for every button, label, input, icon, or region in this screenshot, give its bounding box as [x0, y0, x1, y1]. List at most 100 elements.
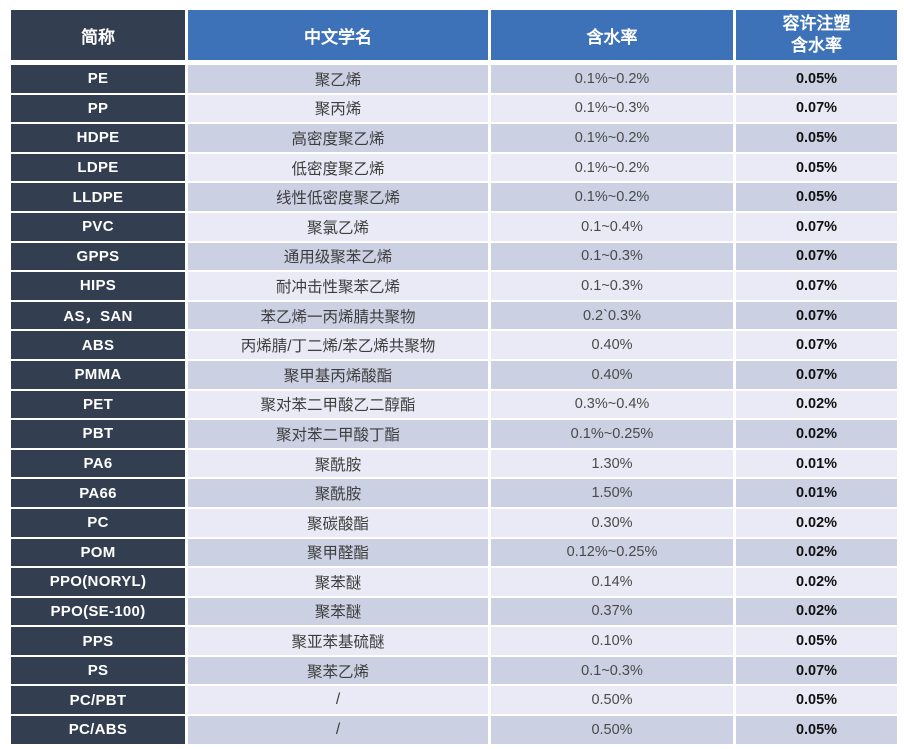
moisture-content-cell: 1.30%: [488, 447, 736, 480]
abbreviation-cell: PBT: [8, 418, 188, 450]
moisture-content-cell: 0.1~0.4%: [488, 210, 736, 243]
table-row: PC/PBT / 0.50% 0.05%: [8, 684, 900, 717]
allowed-injection-moisture-cell: 0.07%: [733, 210, 900, 243]
abbreviation-cell: HIPS: [8, 270, 188, 302]
abbreviation-cell: PS: [8, 654, 188, 687]
allowed-injection-moisture-cell: 0.07%: [733, 329, 900, 361]
chinese-name-cell: 聚甲醛酯: [185, 536, 491, 569]
allowed-injection-moisture-cell: 0.07%: [733, 240, 900, 273]
table-row: HDPE 高密度聚乙烯 0.1%~0.2% 0.05%: [8, 122, 900, 154]
table-row: PET 聚对苯二甲酸乙二醇酯 0.3%~0.4% 0.02%: [8, 388, 900, 421]
moisture-content-cell: 0.1~0.3%: [488, 270, 736, 302]
allowed-injection-moisture-cell: 0.05%: [733, 714, 900, 746]
chinese-name-cell: 丙烯腈/丁二烯/苯乙烯共聚物: [185, 329, 491, 361]
moisture-content-cell: 0.14%: [488, 566, 736, 598]
allowed-injection-moisture-cell: 0.02%: [733, 388, 900, 421]
chinese-name-cell: 线性低密度聚乙烯: [185, 181, 491, 213]
abbreviation-cell: LLDPE: [8, 181, 188, 213]
chinese-name-cell: 聚酰胺: [185, 447, 491, 480]
chinese-name-cell: 高密度聚乙烯: [185, 122, 491, 154]
col-header-abbreviation: 简称: [8, 8, 188, 65]
allowed-injection-moisture-cell: 0.05%: [733, 61, 900, 95]
table-row: PA66 聚酰胺 1.50% 0.01%: [8, 477, 900, 509]
abbreviation-cell: PVC: [8, 210, 188, 243]
table-row: PBT 聚对苯二甲酸丁酯 0.1%~0.25% 0.02%: [8, 418, 900, 450]
chinese-name-cell: 耐冲击性聚苯乙烯: [185, 270, 491, 302]
abbreviation-cell: PPO(SE-100): [8, 595, 188, 628]
allowed-injection-moisture-cell: 0.07%: [733, 358, 900, 391]
allowed-injection-moisture-cell: 0.05%: [733, 181, 900, 213]
moisture-content-cell: 0.40%: [488, 358, 736, 391]
moisture-content-cell: 0.50%: [488, 714, 736, 746]
chinese-name-cell: 聚甲基丙烯酸酯: [185, 358, 491, 391]
abbreviation-cell: PA6: [8, 447, 188, 480]
moisture-content-cell: 0.1%~0.2%: [488, 181, 736, 213]
allowed-injection-moisture-cell: 0.05%: [733, 122, 900, 154]
abbreviation-cell: PA66: [8, 477, 188, 509]
moisture-content-cell: 0.1%~0.3%: [488, 92, 736, 125]
moisture-content-cell: 0.40%: [488, 329, 736, 361]
col-header-allowed-line2: 含水率: [791, 36, 842, 55]
moisture-content-cell: 0.1%~0.2%: [488, 151, 736, 184]
allowed-injection-moisture-cell: 0.01%: [733, 447, 900, 480]
allowed-injection-moisture-cell: 0.07%: [733, 654, 900, 687]
table-row: PC 聚碳酸酯 0.30% 0.02%: [8, 506, 900, 539]
moisture-content-cell: 0.2`0.3%: [488, 299, 736, 332]
abbreviation-cell: AS，SAN: [8, 299, 188, 332]
table-header: 简称 中文学名 含水率 容许注塑 含水率: [8, 8, 900, 65]
moisture-content-cell: 0.10%: [488, 625, 736, 657]
table-row: PPS 聚亚苯基硫醚 0.10% 0.05%: [8, 625, 900, 657]
moisture-content-cell: 0.12%~0.25%: [488, 536, 736, 569]
data-table: 简称 中文学名 含水率 容许注塑 含水率 PE 聚乙烯 0.1%~0.2% 0.0…: [8, 8, 900, 746]
chinese-name-cell: 通用级聚苯乙烯: [185, 240, 491, 273]
chinese-name-cell: 聚苯醚: [185, 566, 491, 598]
chinese-name-cell: 苯乙烯一丙烯腈共聚物: [185, 299, 491, 332]
abbreviation-cell: LDPE: [8, 151, 188, 184]
abbreviation-cell: PC/ABS: [8, 714, 188, 746]
chinese-name-cell: 聚丙烯: [185, 92, 491, 125]
abbreviation-cell: PET: [8, 388, 188, 421]
abbreviation-cell: GPPS: [8, 240, 188, 273]
table-row: GPPS 通用级聚苯乙烯 0.1~0.3% 0.07%: [8, 240, 900, 273]
chinese-name-cell: 聚氯乙烯: [185, 210, 491, 243]
allowed-injection-moisture-cell: 0.02%: [733, 566, 900, 598]
abbreviation-cell: PPO(NORYL): [8, 566, 188, 598]
table-row: PPO(NORYL) 聚苯醚 0.14% 0.02%: [8, 566, 900, 598]
abbreviation-cell: PPS: [8, 625, 188, 657]
abbreviation-cell: HDPE: [8, 122, 188, 154]
table-row: LDPE 低密度聚乙烯 0.1%~0.2% 0.05%: [8, 151, 900, 184]
col-header-allowed-injection-moisture: 容许注塑 含水率: [733, 8, 900, 65]
moisture-content-cell: 0.1%~0.2%: [488, 61, 736, 95]
abbreviation-cell: PC/PBT: [8, 684, 188, 717]
moisture-content-cell: 0.37%: [488, 595, 736, 628]
plastics-moisture-table: 简称 中文学名 含水率 容许注塑 含水率 PE 聚乙烯 0.1%~0.2% 0.0…: [8, 8, 900, 746]
moisture-content-cell: 0.1~0.3%: [488, 240, 736, 273]
chinese-name-cell: 低密度聚乙烯: [185, 151, 491, 184]
allowed-injection-moisture-cell: 0.07%: [733, 299, 900, 332]
col-header-allowed-line1: 容许注塑: [782, 13, 851, 33]
table-row: HIPS 耐冲击性聚苯乙烯 0.1~0.3% 0.07%: [8, 270, 900, 302]
allowed-injection-moisture-cell: 0.02%: [733, 418, 900, 450]
allowed-injection-moisture-cell: 0.05%: [733, 684, 900, 717]
allowed-injection-moisture-cell: 0.07%: [733, 270, 900, 302]
chinese-name-cell: 聚亚苯基硫醚: [185, 625, 491, 657]
chinese-name-cell: 聚对苯二甲酸丁酯: [185, 418, 491, 450]
chinese-name-cell: 聚乙烯: [185, 61, 491, 95]
abbreviation-cell: ABS: [8, 329, 188, 361]
table-row: PA6 聚酰胺 1.30% 0.01%: [8, 447, 900, 480]
allowed-injection-moisture-cell: 0.05%: [733, 151, 900, 184]
moisture-content-cell: 0.3%~0.4%: [488, 388, 736, 421]
abbreviation-cell: PC: [8, 506, 188, 539]
chinese-name-cell: /: [185, 684, 491, 717]
moisture-content-cell: 0.30%: [488, 506, 736, 539]
table-row: PMMA 聚甲基丙烯酸酯 0.40% 0.07%: [8, 358, 900, 391]
table-body: PE 聚乙烯 0.1%~0.2% 0.05% PP 聚丙烯 0.1%~0.3% …: [8, 61, 900, 746]
abbreviation-cell: PP: [8, 92, 188, 125]
chinese-name-cell: 聚酰胺: [185, 477, 491, 509]
table-row: POM 聚甲醛酯 0.12%~0.25% 0.02%: [8, 536, 900, 569]
abbreviation-cell: PMMA: [8, 358, 188, 391]
moisture-content-cell: 0.1%~0.25%: [488, 418, 736, 450]
chinese-name-cell: 聚碳酸酯: [185, 506, 491, 539]
table-row: PS 聚苯乙烯 0.1~0.3% 0.07%: [8, 654, 900, 687]
table-row: ABS 丙烯腈/丁二烯/苯乙烯共聚物 0.40% 0.07%: [8, 329, 900, 361]
